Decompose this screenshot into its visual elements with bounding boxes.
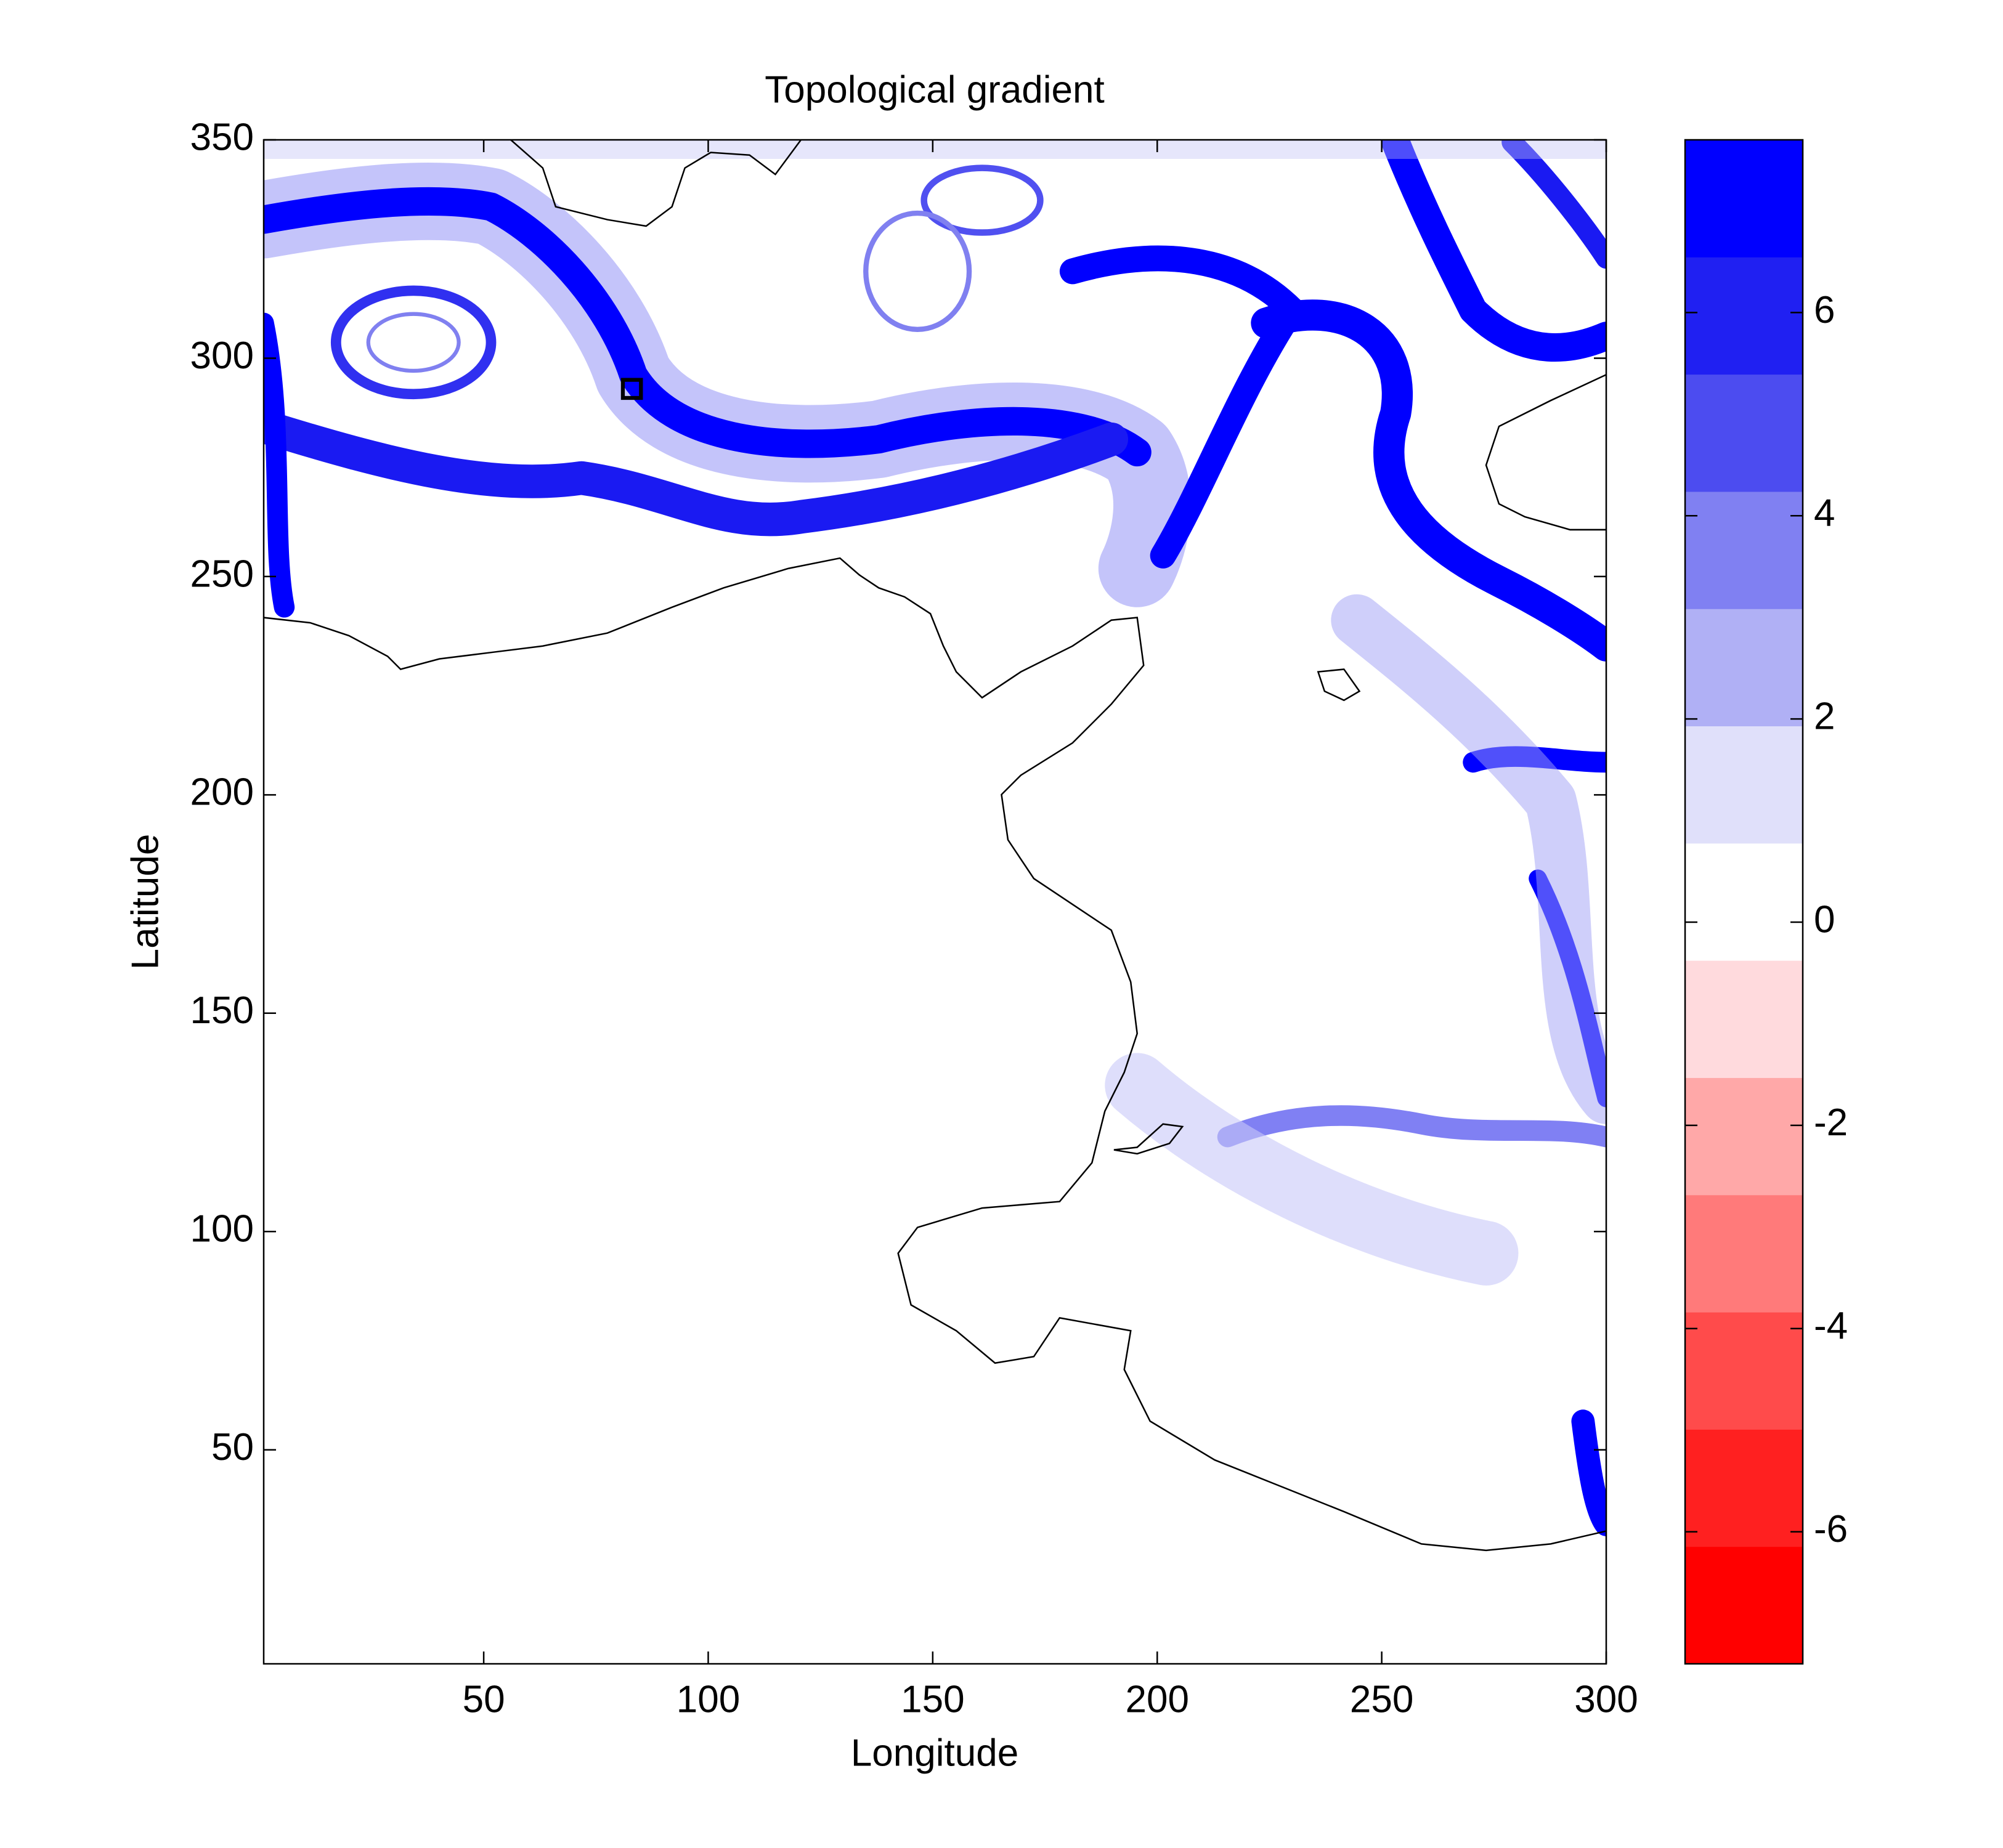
colorbar-band bbox=[1685, 843, 1803, 961]
coastline bbox=[264, 140, 1606, 1552]
y-tick-label: 50 bbox=[211, 1426, 254, 1469]
colorbar-tick-label: 4 bbox=[1814, 492, 1835, 535]
x-tick-label: 50 bbox=[463, 1678, 505, 1720]
colorbar-band bbox=[1685, 491, 1803, 609]
x-tick-label: 200 bbox=[1126, 1678, 1189, 1720]
y-tick-label: 250 bbox=[190, 553, 254, 595]
colorbar-tick-label: -6 bbox=[1814, 1508, 1848, 1550]
colorbar-band bbox=[1685, 374, 1803, 492]
colorbar-band bbox=[1685, 609, 1803, 727]
colorbar-tick-label: 6 bbox=[1814, 289, 1835, 331]
colorbar-band bbox=[1685, 140, 1803, 257]
contour-lines bbox=[264, 140, 1606, 1536]
y-tick-label: 100 bbox=[190, 1208, 254, 1250]
colorbar-band bbox=[1685, 960, 1803, 1078]
x-tick-label: 250 bbox=[1350, 1678, 1413, 1720]
y-tick-label: 300 bbox=[190, 334, 254, 377]
colorbar-band bbox=[1685, 1546, 1803, 1664]
colorbar-tick-label: 2 bbox=[1814, 695, 1835, 737]
colorbar-tick-label: -4 bbox=[1814, 1305, 1848, 1347]
chart-title: Topological gradient bbox=[765, 68, 1105, 111]
colorbar-band bbox=[1685, 1312, 1803, 1430]
x-tick-label: 150 bbox=[901, 1678, 964, 1720]
x-tick-label: 100 bbox=[676, 1678, 740, 1720]
colorbar-band bbox=[1685, 1429, 1803, 1547]
x-tick-label: 300 bbox=[1574, 1678, 1638, 1720]
x-axis-label: Longitude bbox=[851, 1732, 1018, 1774]
plot-frame bbox=[262, 139, 1607, 1665]
colorbar-tick-label: 0 bbox=[1814, 898, 1835, 941]
colorbar-band bbox=[1685, 726, 1803, 844]
colorbar-band bbox=[1685, 1077, 1803, 1196]
colorbar-band bbox=[1685, 257, 1803, 375]
y-tick-label: 150 bbox=[190, 989, 254, 1032]
y-axis-label: Latitude bbox=[124, 834, 166, 970]
y-tick-label: 350 bbox=[190, 116, 254, 158]
y-tick-label: 200 bbox=[190, 771, 254, 814]
colorbar-band bbox=[1685, 1194, 1803, 1313]
colorbar-tick-label: -2 bbox=[1814, 1101, 1848, 1144]
colorbar-frame bbox=[1684, 139, 1804, 1665]
contour-field bbox=[264, 140, 1606, 1552]
